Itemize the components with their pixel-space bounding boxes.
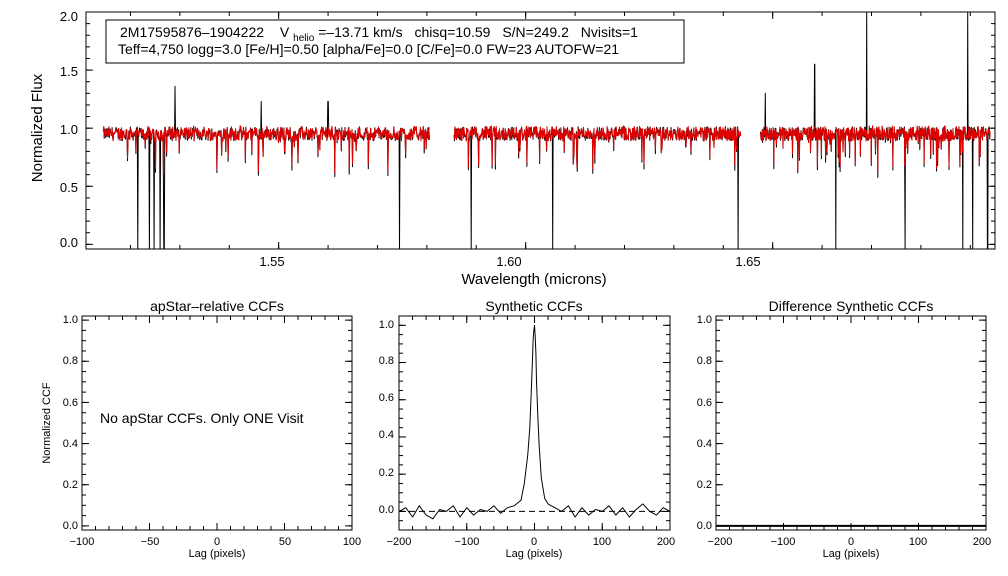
synthetic-ccf-y-tick-label: 0.8 xyxy=(379,355,394,367)
difference-ccf-y-tick-label: 0.8 xyxy=(697,355,712,367)
synthetic-ccf-title: Synthetic CCFs xyxy=(485,298,582,314)
difference-ccf-x-tick-label: −200 xyxy=(708,536,733,548)
vhelio-subscript: helio xyxy=(293,33,315,44)
synthetic-ccf-x-tick-label: 200 xyxy=(657,536,675,548)
apstar-ccf-x-axis-label: Lag (pixels) xyxy=(189,548,246,560)
difference-ccf-x-tick-label: 0 xyxy=(848,536,854,548)
spectrum-y-tick-label: 0.0 xyxy=(60,235,78,250)
difference-ccf-x-tick-label: 200 xyxy=(973,536,991,548)
spectrum-y-tick-label: 2.0 xyxy=(60,9,78,24)
apstar-ccf-y-tick-label: 0.2 xyxy=(63,479,78,491)
spectrum-y-axis-label: Normalized Flux xyxy=(29,73,46,182)
synthetic-ccf-panel: Synthetic CCFs 0.0 0.2 0.4 0.6 0.8 1.0 −… xyxy=(379,298,675,560)
apstar-ccf-title: apStar–relative CCFs xyxy=(150,298,284,314)
apstar-ccf-annotation: No apStar CCFs. Only ONE Visit xyxy=(100,410,304,426)
spectrum-panel: 0.0 0.5 1.0 1.5 2.0 1.55 1.60 1.65 Wavel… xyxy=(29,9,996,288)
synthetic-ccf-x-tick-label: −100 xyxy=(455,536,480,548)
spectrum-ticks xyxy=(86,11,995,249)
apstar-ccf-x-tick-labels: −100 −50 0 50 100 xyxy=(70,536,362,548)
spectrum-model-series xyxy=(102,125,991,174)
synthetic-ccf-x-axis-label: Lag (pixels) xyxy=(506,548,563,560)
synthetic-ccf-y-tick-label: 0.0 xyxy=(379,504,394,516)
synthetic-ccf-ticks xyxy=(398,315,671,531)
vhelio-prefix: V xyxy=(280,24,290,40)
chisq-value: chisq=10.59 xyxy=(415,24,491,40)
info-line-1: 2M17595876–1904222 V helio =–13.71 km/s … xyxy=(120,24,638,44)
apstar-ccf-x-tick-label: 100 xyxy=(343,536,361,548)
synthetic-ccf-x-tick-label: −200 xyxy=(387,536,412,548)
apstar-ccf-y-tick-label: 0.6 xyxy=(63,397,78,409)
difference-ccf-x-tick-label: −100 xyxy=(771,536,796,548)
difference-ccf-x-tick-label: 100 xyxy=(909,536,927,548)
spectrum-x-tick-label: 1.60 xyxy=(496,254,521,269)
apstar-ccf-panel: apStar–relative CCFs 0.0 0.2 0.4 0.6 0.8… xyxy=(41,298,361,560)
object-id: 2M17595876–1904222 xyxy=(120,24,264,40)
apstar-ccf-y-axis-label: Normalized CCF xyxy=(41,382,53,464)
apstar-ccf-y-tick-label: 0.8 xyxy=(63,355,78,367)
difference-ccf-y-tick-label: 0.4 xyxy=(697,438,712,450)
spectrum-y-tick-label: 1.5 xyxy=(60,64,78,79)
spectrum-x-tick-label: 1.55 xyxy=(259,254,284,269)
spectrum-x-axis-label: Wavelength (microns) xyxy=(461,271,606,288)
difference-ccf-panel: Difference Synthetic CCFs 0.0 0.2 0.4 0.… xyxy=(697,298,991,560)
synthetic-ccf-x-tick-label: 0 xyxy=(531,536,537,548)
spectrum-plot-frame xyxy=(85,11,996,250)
synthetic-ccf-y-tick-label: 0.6 xyxy=(379,392,394,404)
difference-ccf-y-tick-label: 0.2 xyxy=(697,479,712,491)
synthetic-ccf-series xyxy=(399,324,670,520)
spectrum-x-tick-label: 1.65 xyxy=(735,254,760,269)
stellar-params: Teff=4,750 logg=3.0 [Fe/H]=0.50 [alpha/F… xyxy=(118,41,619,57)
apstar-ccf-x-tick-label: 50 xyxy=(279,536,291,548)
difference-ccf-x-axis-label: Lag (pixels) xyxy=(823,548,880,560)
nvisits-value: Nvisits=1 xyxy=(581,24,638,40)
difference-ccf-y-tick-label: 0.6 xyxy=(697,397,712,409)
difference-ccf-x-tick-labels: −200 −100 0 100 200 xyxy=(708,536,992,548)
vhelio-value: =–13.71 km/s xyxy=(318,24,402,40)
spectrum-y-tick-label: 1.0 xyxy=(60,122,78,137)
synthetic-ccf-y-tick-label: 0.4 xyxy=(379,429,394,441)
difference-ccf-y-tick-label: 0.0 xyxy=(697,520,712,532)
apstar-ccf-y-tick-label: 0.0 xyxy=(63,520,78,532)
spectrum-y-tick-labels: 0.0 0.5 1.0 1.5 2.0 xyxy=(60,9,78,250)
apstar-ccf-ticks xyxy=(81,316,353,530)
apstar-ccf-x-tick-label: −100 xyxy=(70,536,95,548)
synthetic-ccf-x-tick-labels: −200 −100 0 100 200 xyxy=(387,536,676,548)
synthetic-ccf-y-tick-labels: 0.0 0.2 0.4 0.6 0.8 1.0 xyxy=(379,319,394,516)
apstar-ccf-y-tick-label: 1.0 xyxy=(63,314,78,326)
spectrum-y-tick-label: 0.5 xyxy=(60,180,78,195)
synthetic-ccf-y-tick-label: 0.2 xyxy=(379,467,394,479)
apstar-ccf-y-tick-labels: 0.0 0.2 0.4 0.6 0.8 1.0 xyxy=(63,314,78,532)
snr-value: S/N=249.2 xyxy=(502,24,569,40)
apstar-ccf-y-tick-label: 0.4 xyxy=(63,438,78,450)
difference-ccf-y-tick-label: 1.0 xyxy=(697,314,712,326)
difference-ccf-y-tick-labels: 0.0 0.2 0.4 0.6 0.8 1.0 xyxy=(697,314,712,532)
synthetic-ccf-y-tick-label: 1.0 xyxy=(379,319,394,331)
spectrum-x-tick-labels: 1.55 1.60 1.65 xyxy=(259,254,760,269)
spectrum-info-box xyxy=(105,19,685,64)
synthetic-ccf-x-tick-label: 100 xyxy=(593,536,611,548)
difference-ccf-ticks xyxy=(715,316,987,530)
difference-ccf-title: Difference Synthetic CCFs xyxy=(769,298,934,314)
apstar-ccf-x-tick-label: 0 xyxy=(214,536,220,548)
apstar-ccf-x-tick-label: −50 xyxy=(141,536,160,548)
